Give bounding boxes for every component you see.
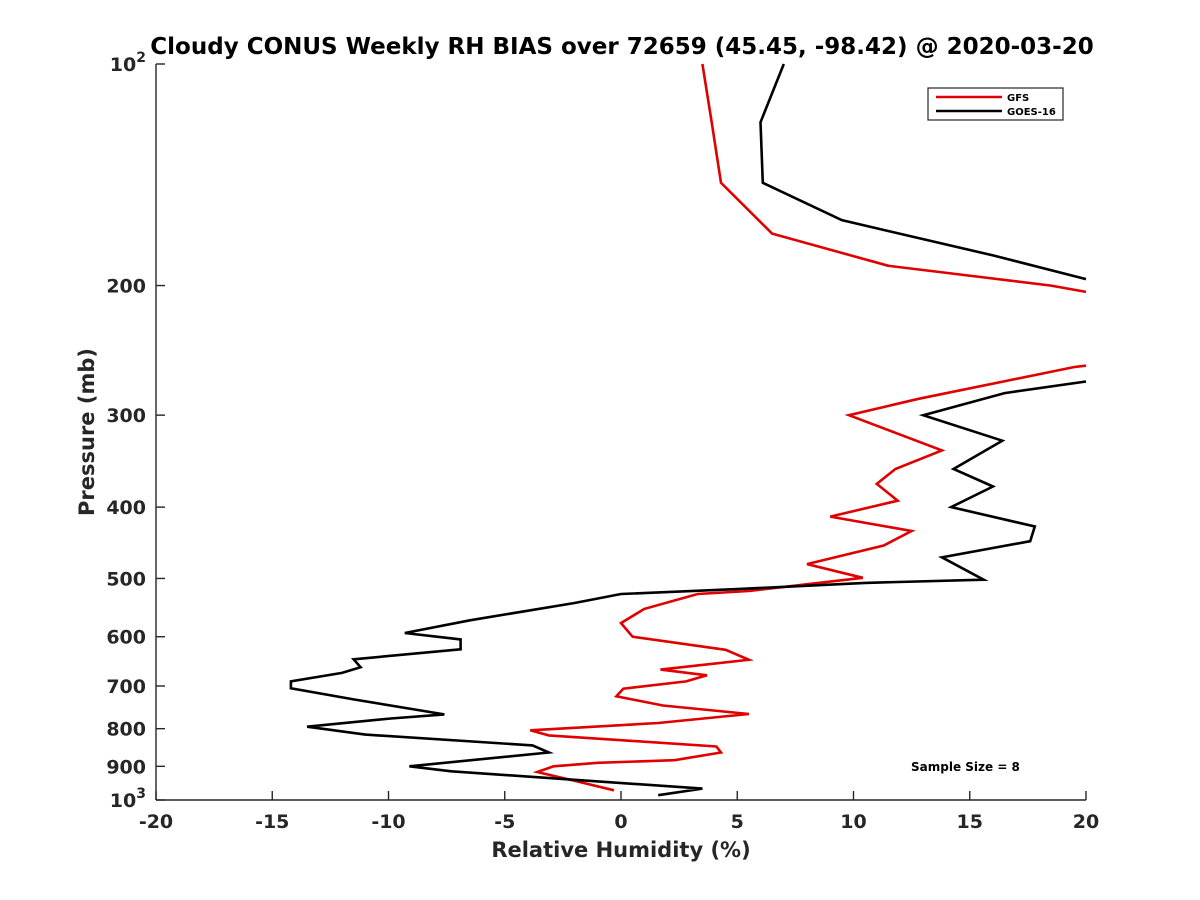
x-tick-label: -15 (255, 811, 289, 833)
y-tick-label: 500 (106, 568, 146, 590)
y-tick-label: 102 (110, 50, 146, 76)
y-tick-label: 700 (106, 676, 146, 698)
y-tick-label: 600 (106, 627, 146, 649)
x-tick-label: -5 (494, 811, 515, 833)
legend-label-gfs: GFS (1007, 93, 1029, 104)
series-layer (289, 63, 1087, 797)
y-tick-label: 103 (110, 786, 146, 812)
y-ticks: 102 200 300 400 500 600 700 800 900 103 (106, 50, 165, 812)
y-tick-label: 400 (106, 497, 146, 519)
x-tick-label: 10 (840, 811, 866, 833)
legend: GFS GOES-16 (927, 87, 1064, 121)
x-axis-label: Relative Humidity (%) (491, 838, 750, 862)
x-tick-label: 0 (614, 811, 627, 833)
x-tick-label: -20 (139, 811, 173, 833)
legend-box (927, 87, 1064, 121)
series-line-gfs (529, 63, 1087, 792)
y-tick-label: 900 (106, 756, 146, 778)
x-ticks: -20 -15 -10 -5 0 5 10 15 20 (139, 791, 1099, 833)
y-axis-label: Pressure (mb) (75, 348, 99, 516)
y-tick-label: 800 (106, 719, 146, 741)
x-tick-label: 5 (731, 811, 744, 833)
legend-label-goes16: GOES-16 (1007, 107, 1056, 118)
y-tick-label: 300 (106, 405, 146, 427)
series-line-goes-16 (289, 63, 1087, 797)
x-tick-label: 20 (1073, 811, 1099, 833)
y-tick-label: 200 (106, 276, 146, 298)
chart-title: Cloudy CONUS Weekly RH BIAS over 72659 (… (150, 34, 1093, 60)
x-tick-label: -10 (371, 811, 405, 833)
x-tick-label: 15 (957, 811, 983, 833)
sample-size-annotation: Sample Size = 8 (911, 760, 1020, 774)
